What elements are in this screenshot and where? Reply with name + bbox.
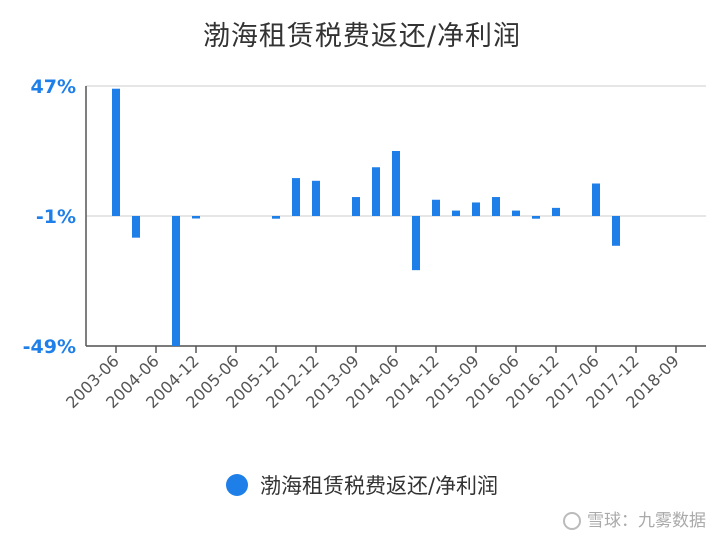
- bar: [492, 197, 500, 216]
- y-tick-label: -49%: [23, 336, 76, 358]
- bar: [452, 210, 460, 216]
- bar: [352, 197, 360, 216]
- watermark-text: 雪球：九雾数据: [587, 511, 706, 531]
- bar: [412, 216, 420, 271]
- bar: [472, 202, 480, 216]
- legend: 渤海租赁税费返还/净利润: [0, 470, 724, 500]
- bar: [312, 180, 320, 216]
- bar: [512, 210, 520, 216]
- bar: [612, 216, 620, 246]
- bar: [592, 183, 600, 216]
- bar: [552, 207, 560, 216]
- bar: [172, 216, 180, 346]
- snowball-logo-icon: [563, 512, 581, 530]
- bar: [532, 216, 540, 219]
- legend-label: 渤海租赁税费返还/净利润: [259, 474, 499, 498]
- bar: [392, 151, 400, 216]
- chart-canvas: 47%-1%-49%2003-062004-062004-122005-0620…: [23, 76, 706, 412]
- bar: [372, 167, 380, 216]
- bar: [292, 178, 300, 216]
- bar: [112, 88, 120, 216]
- bar: [132, 216, 140, 238]
- bar: [192, 216, 200, 219]
- y-tick-label: 47%: [31, 76, 76, 98]
- legend-swatch: [225, 474, 248, 496]
- chart-title: 渤海租赁税费返还/净利润: [202, 21, 522, 52]
- bar: [432, 199, 440, 216]
- y-tick-label: -1%: [36, 206, 76, 228]
- watermark: 雪球：九雾数据: [563, 506, 706, 531]
- bar: [272, 216, 280, 219]
